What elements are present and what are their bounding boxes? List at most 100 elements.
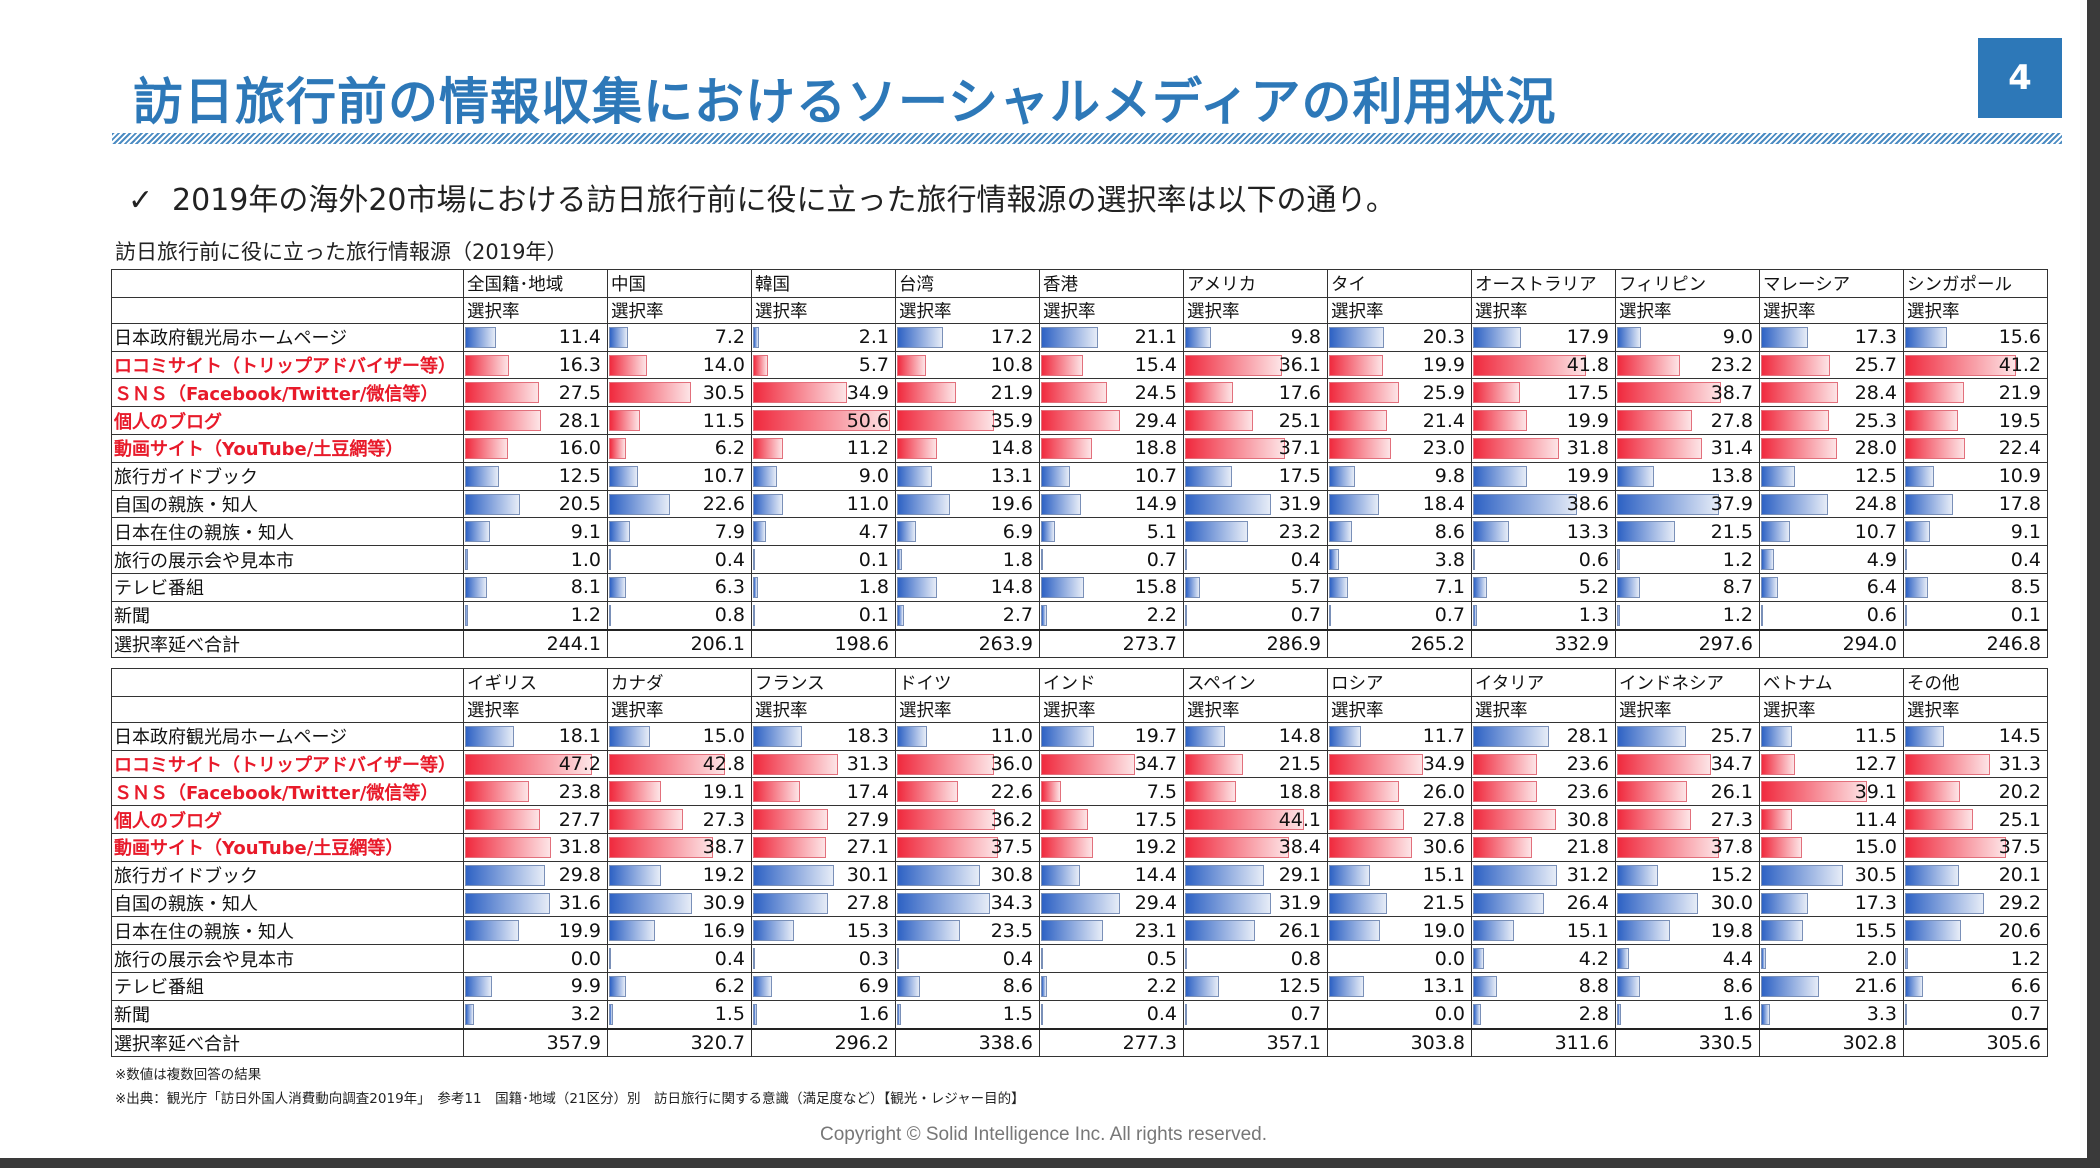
value-bar: [753, 354, 769, 376]
value-bar: [1041, 437, 1092, 459]
value-cell: 29.2: [1903, 888, 2048, 918]
value-text: 21.9: [990, 381, 1033, 404]
value-text: 37.8: [1710, 836, 1753, 859]
total-value: 273.7: [1039, 628, 1184, 659]
value-text: 0.4: [714, 947, 745, 970]
value-bar: [1473, 1003, 1481, 1025]
value-text: 31.8: [558, 836, 601, 859]
value-bar: [1041, 410, 1121, 432]
value-text: 20.2: [1998, 780, 2041, 803]
value-bar: [1905, 753, 1990, 775]
value-bar: [1617, 948, 1629, 970]
value-bar: [609, 493, 671, 515]
value-cell: 0.7: [1327, 600, 1472, 631]
value-bar: [897, 549, 902, 571]
value-bar: [753, 604, 755, 626]
table-row: 動画サイト（YouTube/土豆網等） 31.8 38.7 27.1 37.5 19.2 3…: [111, 832, 2048, 862]
value-bar: [1761, 521, 1790, 543]
value-bar: [1905, 975, 1923, 997]
table-row: ロコミサイト（トリップアドバイザー等） 16.3 14.0 5.7 10.8 15.4 36…: [111, 350, 2048, 380]
table-row: 日本在住の親族・知人 19.9 16.9 15.3 23.5 23.1 26.1 19.0 15…: [111, 916, 2048, 946]
value-bar: [1329, 753, 1424, 775]
row-label: 個人のブログ: [111, 805, 464, 834]
value-cell: 21.5: [1615, 517, 1760, 547]
table-row: 旅行の展示会や見本市 1.0 0.4 0.1 1.8 0.7 0.4 3.8 0.6 1.2 4.9…: [111, 545, 2048, 574]
value-text: 1.2: [2010, 947, 2041, 970]
value-cell: 17.5: [1471, 378, 1616, 408]
value-text: 16.0: [558, 437, 601, 460]
value-text: 0.5: [1146, 947, 1177, 970]
value-text: 41.8: [1566, 353, 1609, 376]
value-text: 31.8: [1566, 437, 1609, 460]
value-text: 1.5: [1002, 1003, 1033, 1026]
value-cell: 42.8: [607, 749, 752, 779]
total-row: 選択率延べ合計 244.1 206.1 198.6 263.9 273.7 286.9 265…: [111, 628, 2048, 659]
value-text: 13.8: [1710, 465, 1753, 488]
value-bar: [897, 382, 957, 404]
value-cell: 23.5: [895, 916, 1040, 946]
value-text: 1.2: [1722, 604, 1753, 627]
total-value: 302.8: [1759, 1027, 1904, 1058]
value-cell: 1.6: [1615, 999, 1760, 1030]
value-bar: [609, 1003, 614, 1025]
value-text: 13.1: [990, 465, 1033, 488]
value-bar: [753, 975, 772, 997]
value-text: 0.0: [1434, 947, 1465, 970]
value-cell: 0.6: [1471, 545, 1616, 574]
value-cell: 0.7: [1903, 999, 2048, 1030]
value-bar: [1041, 836, 1093, 858]
value-text: 16.9: [702, 919, 745, 942]
value-bar: [1185, 410, 1253, 432]
value-cell: 23.1: [1039, 916, 1184, 946]
value-text: 30.1: [846, 864, 889, 887]
value-cell: 6.2: [607, 971, 752, 1001]
market-header: アメリカ: [1183, 269, 1328, 298]
value-text: 19.5: [1998, 409, 2041, 432]
value-bar: [897, 521, 916, 543]
value-bar: [1185, 975, 1219, 997]
value-bar: [465, 753, 593, 775]
value-cell: 1.5: [607, 999, 752, 1030]
value-bar: [1617, 437, 1702, 459]
value-bar: [1905, 781, 1960, 803]
value-text: 19.9: [1566, 465, 1609, 488]
value-text: 0.6: [1866, 604, 1897, 627]
value-cell: 10.7: [1039, 461, 1184, 491]
value-bar: [1329, 326, 1384, 348]
value-cell: 6.9: [751, 971, 896, 1001]
value-text: 11.5: [1854, 725, 1897, 748]
value-bar: [1473, 382, 1521, 404]
value-bar: [1473, 892, 1545, 914]
row-label: ＳＮＳ（Facebook/Twitter/微信等）: [111, 777, 464, 807]
value-text: 22.4: [1998, 437, 2041, 460]
value-cell: 28.0: [1759, 433, 1904, 463]
value-text: 26.4: [1566, 891, 1609, 914]
value-cell: 1.2: [1903, 944, 2048, 973]
value-text: 26.1: [1710, 780, 1753, 803]
value-text: 50.6: [846, 409, 889, 432]
value-bar: [1473, 410, 1527, 432]
metric-header: 選択率: [751, 695, 896, 723]
value-cell: 15.0: [607, 721, 752, 751]
value-text: 19.9: [558, 919, 601, 942]
value-bar: [1041, 892, 1121, 914]
value-text: 25.1: [1278, 409, 1321, 432]
value-cell: 21.9: [1903, 378, 2048, 408]
value-bar: [1185, 753, 1244, 775]
value-cell: 15.0: [1759, 832, 1904, 862]
value-cell: 8.8: [1471, 971, 1616, 1001]
value-text: 17.3: [1854, 326, 1897, 349]
table-row: 動画サイト（YouTube/土豆網等） 16.0 6.2 11.2 14.8 18.8 37…: [111, 433, 2048, 463]
row-label: テレビ番組: [111, 572, 464, 602]
row-label: 旅行の展示会や見本市: [111, 545, 464, 574]
value-cell: 34.9: [751, 378, 896, 408]
total-label: 選択率延べ合計: [111, 1027, 464, 1058]
value-text: 31.6: [558, 891, 601, 914]
table-row: 個人のブログ 27.7 27.3 27.9 36.2 17.5 44.1 27.8 30.8 27…: [111, 805, 2048, 834]
market-header: インド: [1039, 668, 1184, 697]
value-text: 26.1: [1278, 919, 1321, 942]
value-text: 20.1: [1998, 864, 2041, 887]
value-cell: 0.7: [1183, 999, 1328, 1030]
value-bar: [1473, 836, 1532, 858]
value-text: 9.8: [1434, 465, 1465, 488]
